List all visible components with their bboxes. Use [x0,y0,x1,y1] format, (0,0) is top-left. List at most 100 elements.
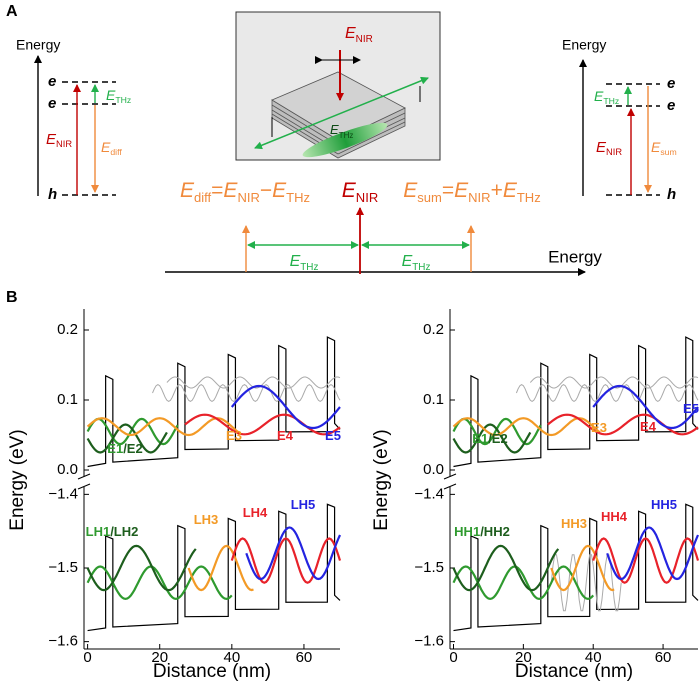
level-label: E1/E2 [107,441,142,456]
level-label-part: E5 [325,428,341,443]
level-label: E5 [325,428,341,443]
label: ETHz [290,253,319,273]
symbol: E [330,122,339,137]
level-label-part: E1 [107,441,123,456]
level-label-part: LH3 [194,512,219,527]
y-tick-label: 0.1 [423,391,444,408]
level-label-part: LH5 [291,497,316,512]
subscript: NIR [356,190,378,205]
level-label: HH5 [651,497,677,512]
level-label: e [667,75,675,92]
level-label-part: /HH2 [480,524,510,539]
wavefunction [452,544,560,592]
y-tick-label: −1.5 [48,559,78,576]
level-label: LH5 [291,497,316,512]
level-label: E1/E2 [472,431,507,446]
label: ETHz [594,88,619,107]
x-axis-label: Distance (nm) [153,661,271,681]
label: ENIR [342,179,378,205]
wavefunction [245,526,342,581]
symbol: E [402,253,413,270]
x-tick-label: 20 [151,649,168,666]
label: Esum [651,139,677,158]
subscript: NIR [56,139,72,149]
level-label: e [48,73,56,90]
arrow [254,76,429,150]
symbol: E [342,179,357,202]
wavefunction [547,413,699,436]
level-label-part: HH1 [454,524,480,539]
panel-label: B [6,289,18,306]
subscript: THz [603,96,619,106]
level-label-part: E5 [683,401,699,416]
text-part: = [442,179,454,202]
subscript: diff [110,147,122,157]
y-tick-label: 0.1 [57,391,78,408]
symbol: E [180,179,195,202]
wavefunction [86,417,240,437]
level-label-part: E3 [591,420,607,435]
text-part: + [491,179,503,202]
y-tick-label: −1.4 [414,485,444,502]
subscript: sum [417,190,442,205]
level-label-part: E1 [472,431,488,446]
plot: 0.0 0.1 0.2 −1.4 −1.5 −1.6 0 20 40 60 Distance (nm… [371,309,700,681]
wavefunction [592,384,699,430]
wavefunction [86,423,168,454]
subscript: sum [660,147,676,157]
axis-label: Energy [562,37,606,53]
axis-break [443,483,457,490]
plot: 0.0 0.1 0.2 −1.4 −1.5 −1.6 0 20 40 60 Distance (nm… [7,309,342,681]
level-label-part: HH3 [561,516,587,531]
label: ETHz [106,87,131,106]
x-tick-label: 40 [223,649,240,666]
subscript: THz [300,262,318,273]
text-part: − [260,179,272,202]
wavefunction [452,565,595,601]
wavefunction [515,384,699,402]
wavefunction [452,423,532,454]
level-label: E4 [640,419,657,434]
subscript: NIR [468,190,490,205]
axis-label: Energy [548,247,602,266]
wavefunction [592,537,700,584]
potential-profile [453,503,699,632]
x-tick-label: 60 [655,649,672,666]
level-label: E5 [683,401,699,416]
y-tick-label: −1.4 [48,485,78,502]
axis-break [77,473,91,480]
potential-profile [87,336,341,468]
y-tick-label: 0.2 [57,321,78,338]
axis-break [77,483,91,490]
symbol: E [503,179,518,202]
symbol: E [651,139,661,155]
level-label: HH3 [561,516,587,531]
symbol: E [106,87,116,103]
level-label-part: E4 [277,428,294,443]
x-axis-label: Distance (nm) [515,661,633,681]
wavefunction [550,544,615,592]
label: ETHz [330,122,353,139]
level-label: e [667,97,675,114]
level-label: LH3 [194,512,219,527]
symbol: E [596,139,607,156]
y-tick-label: −1.6 [48,633,78,650]
symbol: E [46,131,57,148]
x-tick-label: 0 [83,649,91,666]
symbol: E [594,88,604,104]
symbol: E [403,179,418,202]
level-label: h [48,186,57,203]
y-tick-label: −1.5 [414,559,444,576]
subscript: NIR [237,190,259,205]
label: Esum=ENIR+ETHz [403,179,540,205]
subscript: NIR [606,147,622,157]
symbol: E [272,179,287,202]
panel-a-graphics [34,11,660,276]
wavefunction [452,417,601,437]
level-label: LH4 [243,505,268,520]
level-label: HH1/HH2 [454,524,510,539]
x-tick-label: 40 [585,649,602,666]
y-axis-label: Energy (eV) [371,429,392,530]
subscript: THz [115,95,131,105]
